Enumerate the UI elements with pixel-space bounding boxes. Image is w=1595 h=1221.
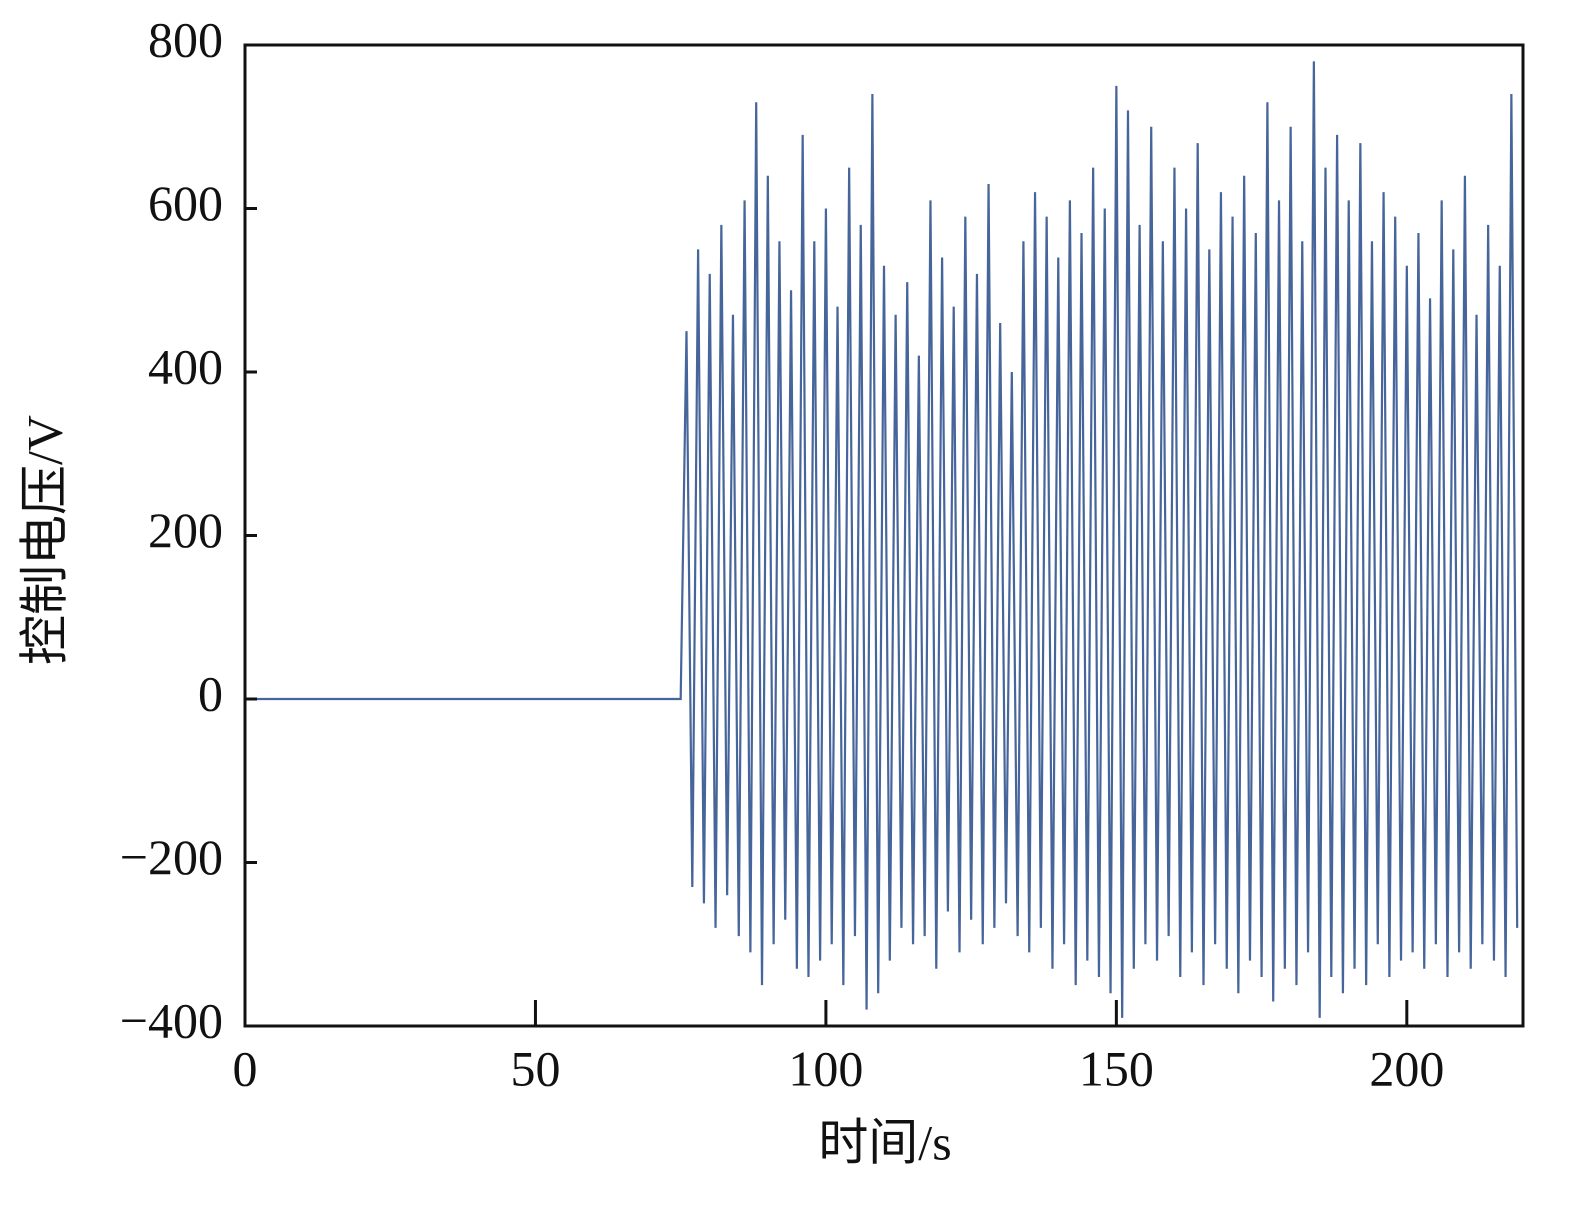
y-tick-label: 0 xyxy=(198,665,223,721)
y-tick-label: 200 xyxy=(148,502,223,558)
y-axis-label: 控制电压/V xyxy=(16,415,72,665)
x-tick-label: 150 xyxy=(1079,1040,1154,1096)
x-tick-label: 0 xyxy=(233,1040,258,1096)
y-tick-label: −200 xyxy=(120,829,223,885)
y-tick-label: 400 xyxy=(148,338,223,394)
x-tick-label: 100 xyxy=(788,1040,863,1096)
y-tick-label: −400 xyxy=(120,992,223,1048)
x-axis-label: 时间/s xyxy=(818,1114,951,1170)
x-tick-label: 200 xyxy=(1369,1040,1444,1096)
y-tick-label: 600 xyxy=(148,175,223,231)
x-tick-label: 50 xyxy=(510,1040,560,1096)
data-line xyxy=(245,61,1519,1018)
y-tick-label: 800 xyxy=(148,11,223,67)
